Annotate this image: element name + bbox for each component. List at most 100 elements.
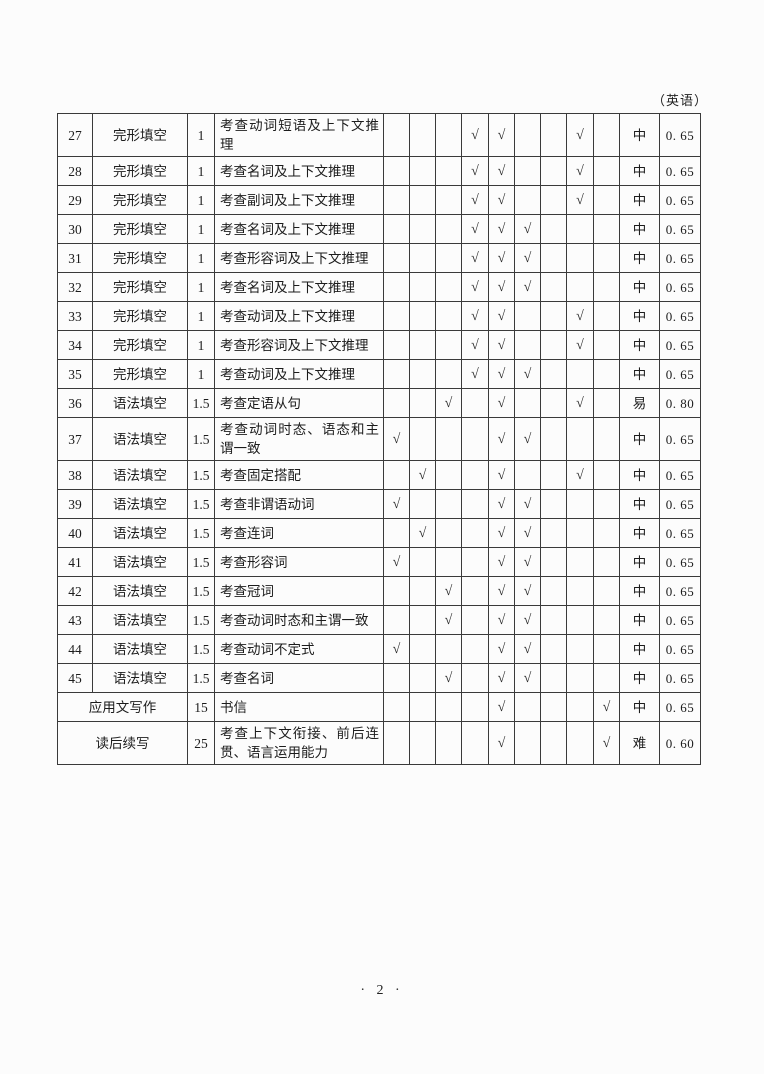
- difficulty-cell: 中: [619, 185, 660, 215]
- question-type-cell: 语法填空: [92, 489, 188, 519]
- empty-check-cell: [409, 243, 436, 273]
- content-cell: 考查动词短语及上下文推理: [214, 113, 384, 157]
- content-cell: 考查动词时态、语态和主谓一致: [214, 417, 384, 461]
- empty-check-cell: [383, 388, 410, 418]
- empty-check-cell: [540, 185, 567, 215]
- empty-check-cell: [383, 272, 410, 302]
- empty-check-cell: [435, 417, 462, 461]
- score-cell: 1.5: [187, 417, 215, 461]
- checkmark-cell: √: [514, 272, 541, 302]
- checkmark-cell: √: [514, 489, 541, 519]
- empty-check-cell: [409, 301, 436, 331]
- empty-check-cell: [383, 460, 410, 490]
- checkmark-cell: √: [488, 663, 515, 693]
- empty-check-cell: [409, 113, 436, 157]
- score-cell: 1: [187, 185, 215, 215]
- difficulty-cell: 中: [619, 547, 660, 577]
- coefficient-cell: 0. 65: [659, 417, 701, 461]
- empty-check-cell: [461, 605, 489, 635]
- empty-check-cell: [514, 460, 541, 490]
- question-type-cell: 完形填空: [92, 243, 188, 273]
- empty-check-cell: [383, 359, 410, 389]
- score-cell: 1.5: [187, 518, 215, 548]
- checkmark-cell: √: [488, 359, 515, 389]
- empty-check-cell: [514, 330, 541, 360]
- checkmark-cell: √: [488, 214, 515, 244]
- table-row: 32 完形填空 1 考查名词及上下文推理 √ √ √ 中 0. 65: [57, 272, 701, 302]
- empty-check-cell: [566, 489, 594, 519]
- empty-check-cell: [593, 663, 620, 693]
- table-row: 27 完形填空 1 考查动词短语及上下文推理 √ √ √ 中 0. 65: [57, 113, 701, 157]
- question-number-cell: 41: [57, 547, 93, 577]
- table-row: 37 语法填空 1.5 考查动词时态、语态和主谓一致 √ √ √ 中 0. 65: [57, 417, 701, 461]
- checkmark-cell: √: [514, 576, 541, 606]
- difficulty-cell: 易: [619, 388, 660, 418]
- empty-check-cell: [514, 692, 541, 722]
- coefficient-cell: 0. 65: [659, 576, 701, 606]
- question-number-cell: 31: [57, 243, 93, 273]
- empty-check-cell: [435, 272, 462, 302]
- empty-check-cell: [540, 156, 567, 186]
- score-cell: 1: [187, 359, 215, 389]
- empty-check-cell: [461, 634, 489, 664]
- empty-check-cell: [540, 243, 567, 273]
- score-cell: 1.5: [187, 489, 215, 519]
- empty-check-cell: [593, 417, 620, 461]
- table-row: 36 语法填空 1.5 考查定语从句 √ √ √ 易 0. 80: [57, 388, 701, 418]
- empty-check-cell: [593, 301, 620, 331]
- empty-check-cell: [540, 272, 567, 302]
- content-cell: 考查名词及上下文推理: [214, 156, 384, 186]
- difficulty-cell: 难: [619, 721, 660, 765]
- empty-check-cell: [540, 721, 567, 765]
- checkmark-cell: √: [488, 301, 515, 331]
- score-cell: 1.5: [187, 634, 215, 664]
- table-row: 40 语法填空 1.5 考查连词 √ √ √ 中 0. 65: [57, 518, 701, 548]
- score-cell: 1.5: [187, 388, 215, 418]
- empty-check-cell: [409, 547, 436, 577]
- checkmark-cell: √: [488, 113, 515, 157]
- empty-check-cell: [461, 663, 489, 693]
- coefficient-cell: 0. 60: [659, 721, 701, 765]
- score-cell: 15: [187, 692, 215, 722]
- coefficient-cell: 0. 65: [659, 518, 701, 548]
- empty-check-cell: [461, 547, 489, 577]
- checkmark-cell: √: [488, 330, 515, 360]
- question-type-cell: 语法填空: [92, 547, 188, 577]
- question-number-cell: 32: [57, 272, 93, 302]
- empty-check-cell: [409, 156, 436, 186]
- question-number-cell: 38: [57, 460, 93, 490]
- content-cell: 考查动词时态和主谓一致: [214, 605, 384, 635]
- empty-check-cell: [409, 417, 436, 461]
- difficulty-cell: 中: [619, 243, 660, 273]
- checkmark-cell: √: [514, 634, 541, 664]
- coefficient-cell: 0. 65: [659, 663, 701, 693]
- coefficient-cell: 0. 65: [659, 330, 701, 360]
- empty-check-cell: [409, 388, 436, 418]
- subject-label: （英语）: [651, 93, 708, 108]
- checkmark-cell: √: [435, 605, 462, 635]
- empty-check-cell: [435, 489, 462, 519]
- checkmark-cell: √: [409, 518, 436, 548]
- empty-check-cell: [409, 605, 436, 635]
- empty-check-cell: [593, 605, 620, 635]
- content-cell: 考查名词及上下文推理: [214, 272, 384, 302]
- question-type-cell: 语法填空: [92, 576, 188, 606]
- checkmark-cell: √: [566, 460, 594, 490]
- question-number-cell: 39: [57, 489, 93, 519]
- checkmark-cell: √: [488, 576, 515, 606]
- checkmark-cell: √: [566, 330, 594, 360]
- checkmark-cell: √: [435, 663, 462, 693]
- question-number-cell: 34: [57, 330, 93, 360]
- score-cell: 1.5: [187, 547, 215, 577]
- checkmark-cell: √: [488, 272, 515, 302]
- question-type-cell: 语法填空: [92, 518, 188, 548]
- empty-check-cell: [435, 518, 462, 548]
- table-row: 41 语法填空 1.5 考查形容词 √ √ √ 中 0. 65: [57, 547, 701, 577]
- question-number-cell: 42: [57, 576, 93, 606]
- difficulty-cell: 中: [619, 605, 660, 635]
- coefficient-cell: 0. 80: [659, 388, 701, 418]
- score-cell: 25: [187, 721, 215, 765]
- empty-check-cell: [540, 359, 567, 389]
- table-row: 33 完形填空 1 考查动词及上下文推理 √ √ √ 中 0. 65: [57, 301, 701, 331]
- checkmark-cell: √: [488, 721, 515, 765]
